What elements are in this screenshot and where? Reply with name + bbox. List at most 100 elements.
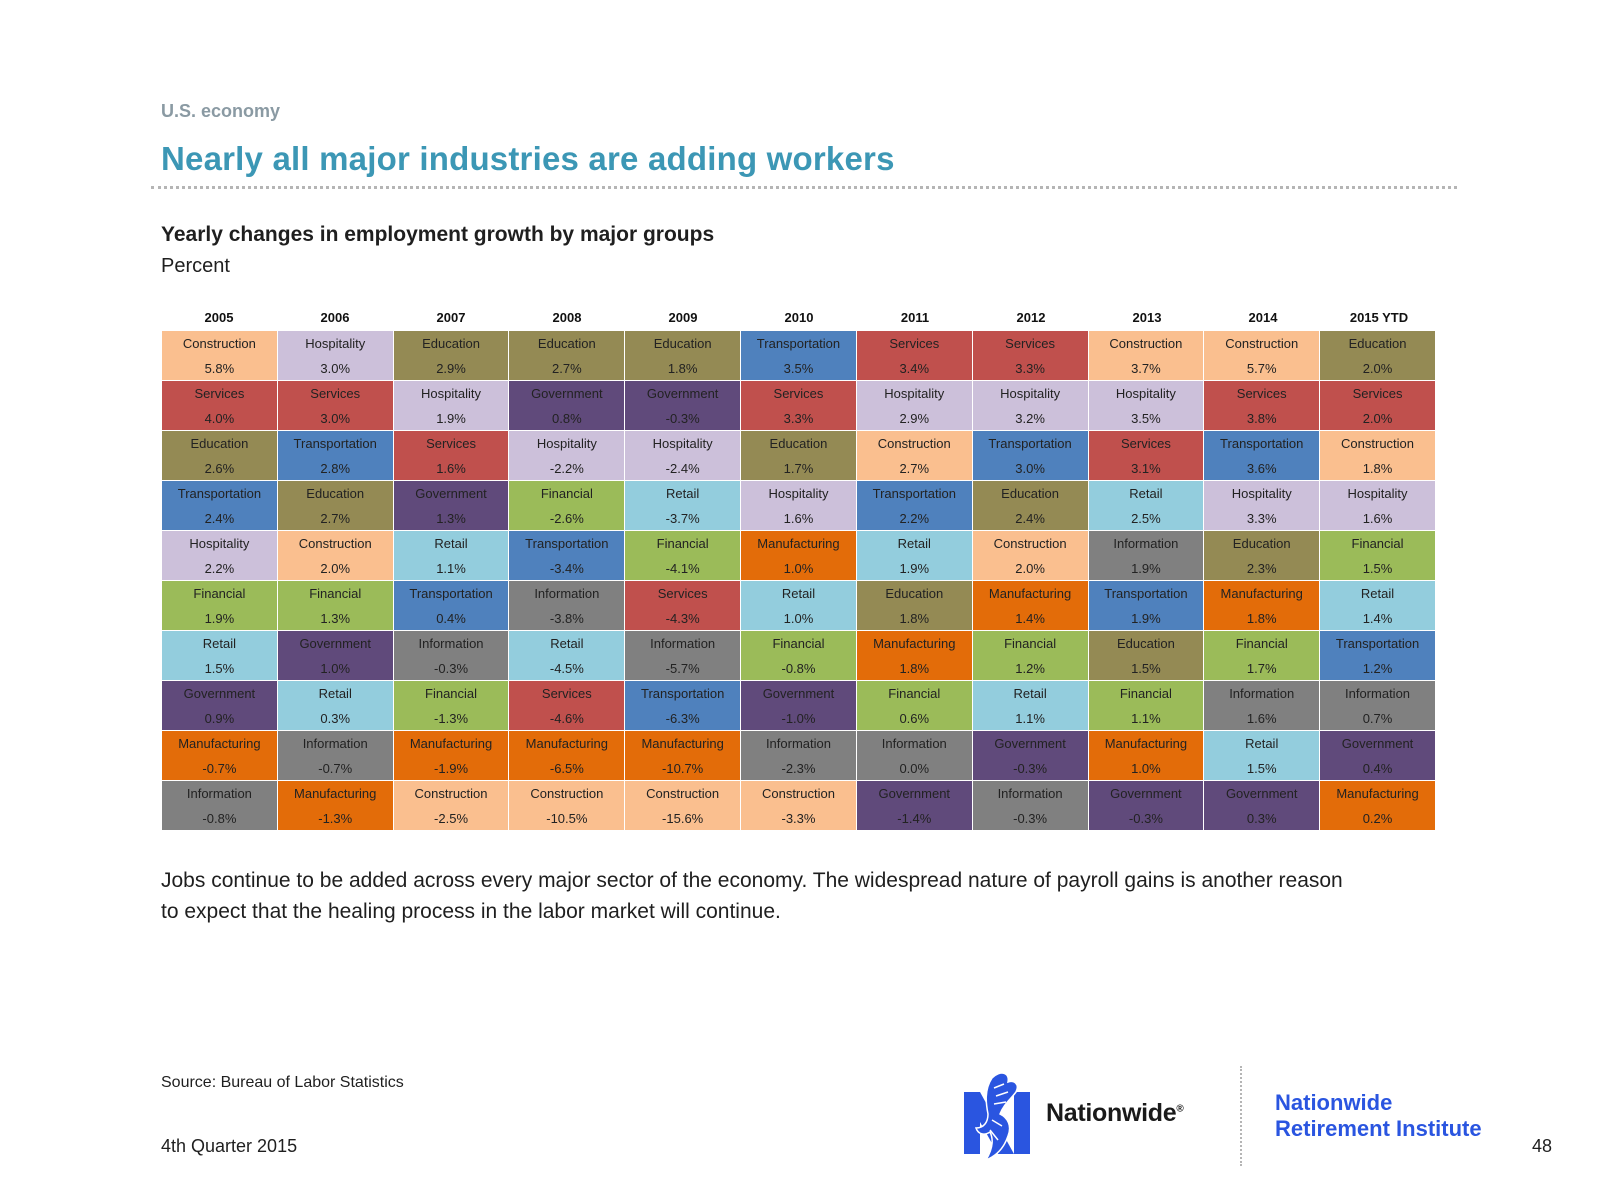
sector-value: -2.3%: [781, 761, 816, 776]
sector-cell: Manufacturing 0.2%: [1320, 781, 1436, 831]
sector-label: Services: [1120, 436, 1171, 451]
sector-value: 0.2%: [1362, 811, 1393, 826]
sector-cell: Manufacturing -1.9%: [393, 731, 510, 781]
sector-cell: Services 3.0%: [277, 381, 394, 431]
sector-label: Construction: [298, 536, 372, 551]
sector-label: Manufacturing: [1104, 736, 1188, 751]
sector-cell: Government 0.4%: [1320, 731, 1436, 781]
sector-cell: Government -0.3%: [625, 381, 742, 431]
sector-value: 2.5%: [1131, 511, 1161, 526]
sector-label: Financial: [1004, 636, 1057, 651]
sector-value: 3.5%: [1131, 411, 1161, 426]
sector-cell: Retail -3.7%: [625, 481, 742, 531]
sector-label: Construction: [877, 436, 951, 451]
sector-value: -3.8%: [549, 611, 584, 626]
sector-value: 3.7%: [1131, 361, 1161, 376]
body-paragraph: Jobs continue to be added across every m…: [161, 869, 1343, 923]
sector-value: -0.7%: [202, 761, 237, 776]
sector-value: -4.1%: [665, 561, 700, 576]
sector-value: 2.2%: [899, 511, 930, 526]
sector-value: 1.2%: [1015, 661, 1045, 676]
sector-value: -0.7%: [318, 761, 353, 776]
sector-label: Transportation: [1220, 436, 1304, 451]
sector-value: -0.8%: [781, 661, 816, 676]
sector-label: Retail: [1129, 486, 1163, 501]
eagle-icon: [964, 1072, 1030, 1162]
sector-cell: Financial -1.3%: [393, 681, 510, 731]
sector-cell: Transportation 3.6%: [1204, 431, 1321, 481]
sector-label: Education: [190, 436, 249, 451]
sector-label: Financial: [1351, 536, 1404, 551]
sector-cell: Hospitality 2.9%: [856, 381, 973, 431]
sector-value: 1.6%: [436, 461, 466, 476]
sector-label: Financial: [425, 686, 478, 701]
employment-grid: 2005 2006 2007 2008 2009 2010 2011 2012 2013 2014…: [161, 306, 1437, 832]
sector-label: Services: [889, 336, 940, 351]
sector-label: Hospitality: [884, 386, 945, 401]
sector-cell: Retail 0.3%: [277, 681, 394, 731]
sector-value: 1.1%: [1131, 711, 1161, 726]
sector-value: 3.3%: [1015, 361, 1045, 376]
sector-cell: Financial 1.1%: [1088, 681, 1205, 731]
sector-label: Retail: [202, 636, 237, 651]
sector-cell: Education 2.9%: [393, 331, 510, 381]
sector-value: 3.4%: [899, 361, 930, 376]
sector-label: Retail: [897, 536, 931, 551]
sector-label: Hospitality: [768, 486, 829, 501]
sector-value: 1.6%: [1246, 711, 1277, 726]
sector-label: Transportation: [409, 586, 493, 601]
sector-value: 3.2%: [1015, 411, 1045, 426]
chart-subtitle: Percent: [161, 255, 230, 277]
sector-cell: Retail 1.5%: [1204, 731, 1321, 781]
sector-label: Information: [881, 736, 947, 751]
sector-cell: Construction -3.3%: [741, 781, 857, 831]
sector-cell: Manufacturing -0.7%: [162, 731, 278, 781]
sector-value: 3.0%: [1015, 461, 1045, 476]
sector-value: 0.8%: [552, 411, 582, 426]
sector-label: Government: [531, 386, 603, 401]
sector-cell: Information 0.7%: [1320, 681, 1436, 731]
sector-label: Manufacturing: [641, 736, 724, 751]
sector-label: Information: [765, 736, 831, 751]
sector-value: -2.2%: [549, 461, 584, 476]
sector-cell: Hospitality -2.4%: [625, 431, 742, 481]
sector-value: -1.4%: [897, 811, 932, 826]
sector-label: Services: [426, 436, 476, 451]
sector-cell: Manufacturing 1.8%: [1204, 581, 1321, 631]
sector-cell: Education 2.7%: [509, 331, 626, 381]
sector-label: Government: [1225, 786, 1298, 801]
sector-value: 1.8%: [899, 611, 930, 626]
sector-value: -3.7%: [665, 511, 700, 526]
sector-cell: Transportation 1.9%: [1088, 581, 1205, 631]
sector-cell: Information 1.9%: [1088, 531, 1205, 581]
sector-label: Information: [1113, 536, 1179, 551]
sector-value: -10.7%: [662, 761, 704, 776]
sector-value: -1.0%: [781, 711, 816, 726]
sector-cell: Financial -4.1%: [625, 531, 742, 581]
sector-cell: Hospitality 3.3%: [1204, 481, 1321, 531]
sector-value: 2.6%: [204, 461, 235, 476]
sector-value: 3.1%: [1131, 461, 1161, 476]
sector-cell: Construction 2.7%: [856, 431, 973, 481]
sector-value: 1.0%: [783, 561, 814, 576]
sector-label: Services: [773, 386, 824, 401]
sector-value: 2.0%: [320, 561, 351, 576]
sector-cell: Government 0.8%: [509, 381, 626, 431]
sector-value: -6.5%: [549, 761, 584, 776]
sector-cell: Financial -2.6%: [509, 481, 626, 531]
sector-grid: Construction 5.8% Hospitality 3.0% Education…: [161, 330, 1437, 832]
year-label: 2011: [900, 310, 930, 325]
sector-cell: Construction 2.0%: [277, 531, 394, 581]
grid-row: Hospitality 2.2% Construction 2.0% Retail 1.1…: [162, 531, 1436, 581]
year-label: 2007: [436, 310, 466, 325]
sector-label: Retail: [1360, 586, 1395, 601]
sector-value: 2.9%: [899, 411, 930, 426]
sector-label: Construction: [993, 536, 1067, 551]
sector-cell: Retail 1.1%: [393, 531, 510, 581]
sector-value: 3.3%: [783, 411, 814, 426]
sector-cell: Financial 1.9%: [162, 581, 278, 631]
sector-value: -2.6%: [549, 511, 584, 526]
sector-label: Transportation: [640, 686, 725, 701]
sector-value: 1.3%: [436, 511, 466, 526]
sector-value: 0.7%: [1362, 711, 1393, 726]
